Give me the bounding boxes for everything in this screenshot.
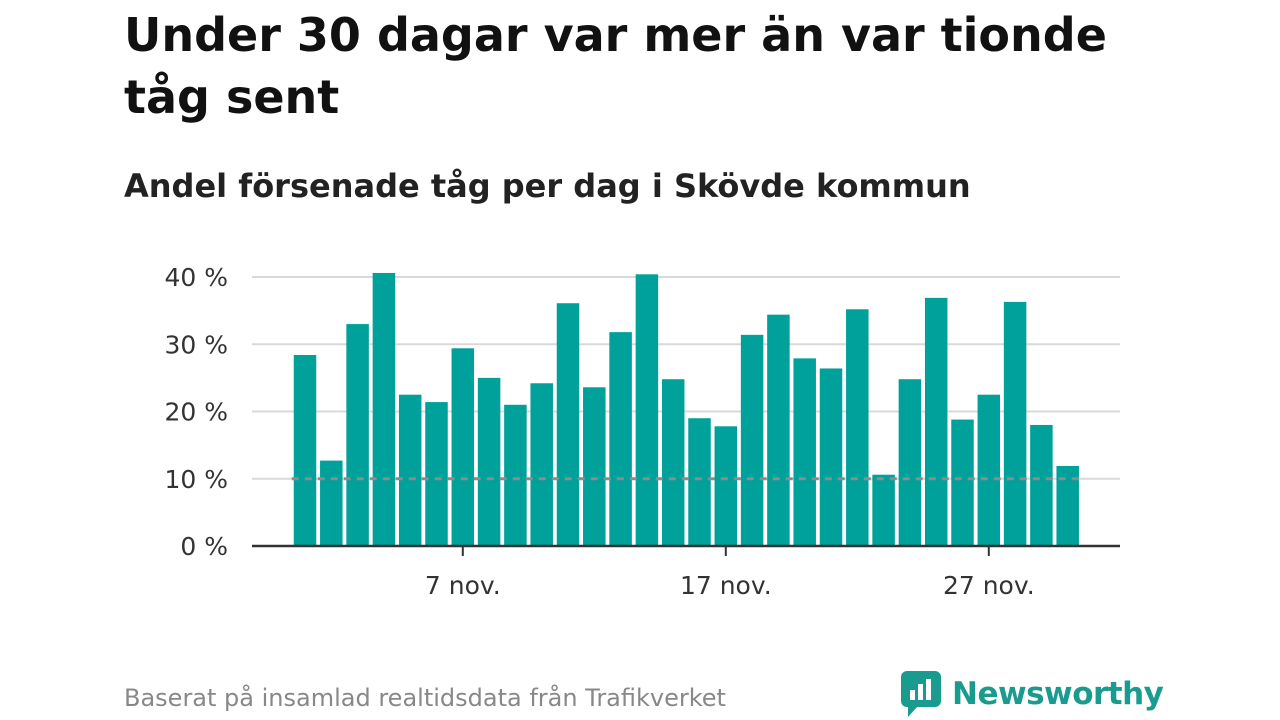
bar xyxy=(1030,424,1053,546)
bar xyxy=(556,303,580,546)
bar xyxy=(951,419,974,546)
bar-chart: 0 % 10 % 20 % 30 % 40 % 7 nov. 17 nov. 27 nov. xyxy=(164,263,1120,600)
bar xyxy=(740,334,764,546)
bar xyxy=(793,358,816,546)
bar xyxy=(530,383,553,546)
brand-name: Newsworthy xyxy=(952,676,1164,712)
x-tick-label: 7 nov. xyxy=(425,571,501,600)
bar xyxy=(425,402,448,546)
x-tick-label: 17 nov. xyxy=(680,571,772,600)
bar xyxy=(1003,301,1027,546)
bar xyxy=(583,387,606,546)
axes: 0 % 10 % 20 % 30 % 40 % 7 nov. 17 nov. 27 nov. xyxy=(164,263,1120,600)
bar xyxy=(977,394,1001,546)
bar xyxy=(846,309,869,546)
bar xyxy=(688,418,711,546)
chart-title: Under 30 dagar var mer än var tionde tåg… xyxy=(124,8,1107,124)
bar xyxy=(1056,465,1079,546)
newsworthy-logo-icon xyxy=(901,671,941,717)
brand-logo[interactable]: Newsworthy xyxy=(900,670,1164,718)
x-tick-label: 27 nov. xyxy=(943,571,1035,600)
bar xyxy=(872,474,895,546)
bar xyxy=(293,355,317,546)
bar xyxy=(398,394,422,546)
bar xyxy=(320,460,343,546)
bar xyxy=(609,332,632,546)
bar xyxy=(924,297,948,546)
bar xyxy=(346,324,369,546)
y-tick-label: 20 % xyxy=(164,398,228,427)
bar xyxy=(477,377,501,546)
bar xyxy=(898,379,922,546)
bar xyxy=(451,348,475,546)
bar xyxy=(504,404,527,546)
source-note: Baserat på insamlad realtidsdata från Tr… xyxy=(124,684,726,712)
y-tick-label: 0 % xyxy=(180,532,228,561)
y-tick-label: 10 % xyxy=(164,465,228,494)
y-tick-label: 30 % xyxy=(164,330,228,359)
bar xyxy=(767,314,790,546)
chart-subtitle: Andel försenade tåg per dag i Skövde kom… xyxy=(124,167,971,205)
y-tick-label: 40 % xyxy=(164,263,228,292)
bar xyxy=(714,426,738,546)
bar xyxy=(635,274,659,546)
bar xyxy=(819,368,843,546)
bar xyxy=(372,272,396,546)
bar-series xyxy=(293,272,1079,546)
bar xyxy=(661,379,685,546)
